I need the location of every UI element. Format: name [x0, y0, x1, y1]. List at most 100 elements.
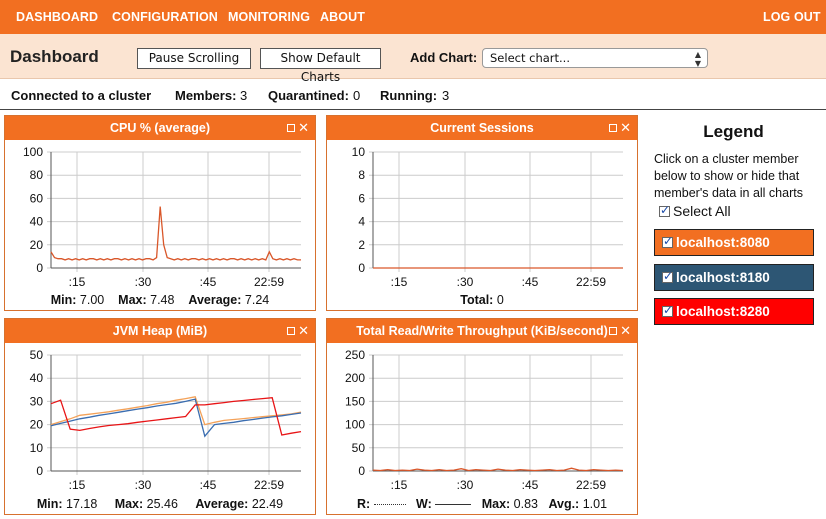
nav-logout[interactable]: LOG OUT [763, 10, 821, 24]
throughput-panel-header: Total Read/Write Throughput (KiB/second)… [327, 319, 637, 343]
y-tick-label: 0 [358, 464, 365, 478]
cluster-status-bar: Connected to a cluster Members: 3 Quaran… [0, 80, 826, 110]
y-tick-label: 6 [358, 191, 365, 205]
pause-scrolling-button[interactable]: Pause Scrolling [137, 48, 251, 69]
jvm-panel-header: JVM Heap (MiB) ✕ [5, 319, 315, 343]
x-tick-label: :15 [391, 478, 408, 492]
y-tick-label: 100 [345, 418, 365, 432]
jvm-max-value: 25.46 [146, 497, 178, 511]
members-label: Members: [175, 88, 237, 103]
throughput-max-value: 0.83 [513, 497, 539, 511]
legend-member-label: localhost:8280 [676, 304, 770, 319]
connection-status: Connected to a cluster [11, 88, 152, 103]
legend-member-8180[interactable]: localhost:8180 [654, 264, 814, 291]
close-icon[interactable]: ✕ [620, 319, 631, 343]
sessions-chart: 0 2 4 6 8 10:15:30:45 22:59 [352, 145, 623, 289]
x-tick-label: :30 [135, 275, 152, 289]
close-icon[interactable]: ✕ [298, 116, 309, 140]
members-value: 3 [240, 88, 248, 103]
y-tick-label: 20 [30, 418, 44, 432]
checkbox-icon[interactable] [662, 234, 673, 248]
y-tick-label: 10 [30, 441, 44, 455]
cpu-panel-title: CPU % (average) [109, 121, 211, 135]
y-tick-label: 50 [352, 441, 366, 455]
y-tick-label: 150 [345, 394, 365, 408]
sessions-total-label: Total: [460, 293, 494, 307]
legend-member-8280[interactable]: localhost:8280 [654, 298, 814, 325]
throughput-max-label: Max: [481, 497, 511, 511]
x-tick-label: :30 [135, 478, 152, 492]
x-tick-label: 22:59 [254, 275, 284, 289]
x-tick-label: :45 [522, 478, 539, 492]
x-tick-label: :15 [69, 478, 86, 492]
close-icon[interactable]: ✕ [620, 116, 631, 140]
throughput-avg-label: Avg.: [548, 497, 580, 511]
legend-member-8080[interactable]: localhost:8080 [654, 229, 814, 256]
series-line-localhost-8080 [50, 206, 301, 261]
chart-grid: 0 10 20 30 40 50:15:30:45 22:59 [30, 348, 301, 492]
select-arrows-icon: ▲ ▼ [694, 50, 701, 68]
add-chart-label: Add Chart: [410, 50, 478, 65]
y-tick-label: 40 [30, 371, 44, 385]
checkbox-icon[interactable] [662, 303, 673, 317]
close-icon[interactable]: ✕ [298, 319, 309, 343]
add-chart-select[interactable]: Select chart... ▲ ▼ [482, 48, 708, 68]
sessions-panel-title: Current Sessions [430, 121, 534, 135]
cpu-panel-header: CPU % (average) ✕ [5, 116, 315, 140]
top-nav: DASHBOARD CONFIGURATION MONITORING ABOUT… [0, 0, 826, 34]
x-tick-label: :15 [69, 275, 86, 289]
y-tick-label: 100 [23, 145, 43, 159]
jvm-min-label: Min: [36, 497, 63, 511]
x-tick-label: :45 [522, 275, 539, 289]
chart-grid: 0 50 100 150 200 250:15:30:45 22:59 [345, 348, 623, 492]
jvm-avg-label: Average: [195, 497, 249, 511]
sessions-chart-panel: Current Sessions ✕ 0 2 4 6 8 10:15:30:45 22:59… [326, 115, 638, 311]
jvm-min-value: 17.18 [66, 497, 98, 511]
throughput-chart: 0 50 100 150 200 250:15:30:45 22:59 [345, 348, 624, 492]
maximize-icon[interactable] [287, 327, 295, 335]
cpu-chart: 0 20 40 60 80 100:15:30:45 22:59 [23, 145, 301, 289]
y-tick-label: 4 [358, 215, 365, 229]
cpu-max-label: Max: [118, 293, 147, 307]
x-tick-label: :45 [200, 478, 217, 492]
y-tick-label: 8 [358, 168, 365, 182]
y-tick-label: 200 [345, 371, 365, 385]
y-tick-label: 60 [30, 191, 44, 205]
write-label: W: [416, 497, 432, 511]
nav-configuration[interactable]: CONFIGURATION [112, 10, 218, 24]
checkbox-icon[interactable] [659, 203, 670, 217]
cpu-min-label: Min: [50, 293, 77, 307]
legend-member-label: localhost:8080 [676, 235, 770, 250]
jvm-heap-chart: 0 10 20 30 40 50:15:30:45 22:59 [30, 348, 302, 492]
x-tick-label: 22:59 [254, 478, 284, 492]
checkbox-icon[interactable] [662, 269, 673, 283]
maximize-icon[interactable] [609, 124, 617, 132]
y-tick-label: 50 [30, 348, 44, 362]
select-all-label: Select All [673, 203, 731, 219]
select-all-checkbox[interactable]: Select All [659, 203, 731, 219]
series-line-localhost-8280 [50, 397, 302, 436]
nav-monitoring[interactable]: MONITORING [228, 10, 311, 24]
legend-member-label: localhost:8180 [676, 270, 770, 285]
jvm-panel-title: JVM Heap (MiB) [112, 324, 208, 338]
throughput-panel-title: Total Read/Write Throughput (KiB/second) [356, 324, 608, 338]
quarantined-label: Quarantined: [268, 88, 349, 103]
y-tick-label: 2 [358, 238, 365, 252]
throughput-chart-panel: Total Read/Write Throughput (KiB/second)… [326, 318, 638, 515]
cpu-avg-label: Average: [188, 293, 242, 307]
series-line-localhost-8080 [50, 396, 302, 426]
sessions-panel-header: Current Sessions ✕ [327, 116, 637, 140]
maximize-icon[interactable] [287, 124, 295, 132]
sessions-stats: Total: 0 [327, 293, 637, 307]
x-tick-label: 22:59 [576, 275, 606, 289]
x-tick-label: 22:59 [576, 478, 606, 492]
chart-grid: 0 20 40 60 80 100:15:30:45 22:59 [23, 145, 301, 289]
maximize-icon[interactable] [609, 327, 617, 335]
nav-about[interactable]: ABOUT [320, 10, 365, 24]
y-tick-label: 10 [352, 145, 366, 159]
write-line-swatch [435, 504, 472, 505]
nav-dashboard[interactable]: DASHBOARD [16, 10, 99, 24]
y-tick-label: 0 [36, 464, 43, 478]
show-default-charts-button[interactable]: Show Default Charts [260, 48, 381, 84]
y-tick-label: 0 [358, 261, 365, 275]
